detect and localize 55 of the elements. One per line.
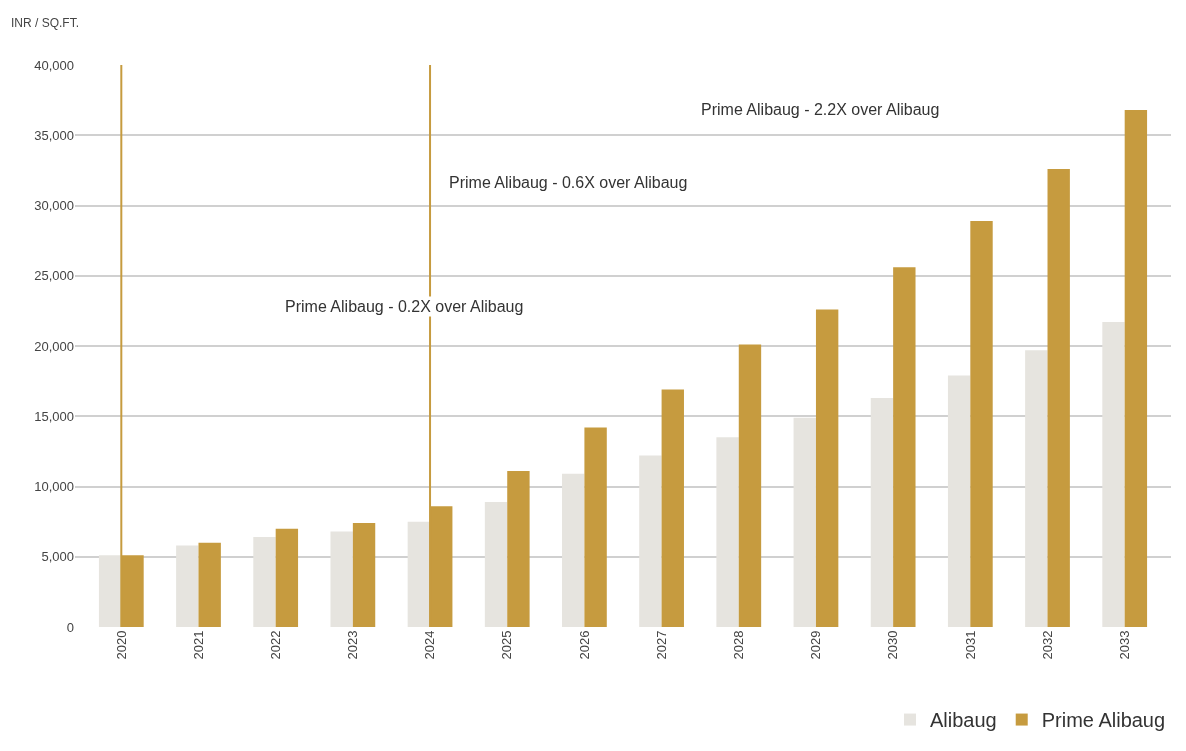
bar [893, 267, 916, 627]
bar [198, 542, 221, 627]
bar [738, 344, 762, 627]
legend-label: Alibaug [930, 709, 997, 732]
y-tick-label: 15,000 [34, 408, 74, 424]
bar [639, 455, 662, 627]
bar [870, 397, 894, 627]
y-tick-label: 40,000 [34, 57, 74, 73]
bar [98, 555, 122, 627]
x-tick-label: 2027 [653, 630, 669, 660]
annotation: Prime Alibaug - 2.2X over Alibaug [701, 101, 940, 118]
y-tick-label: 35,000 [34, 127, 74, 143]
x-tick-label: 2022 [267, 630, 283, 660]
bar [793, 417, 816, 627]
bar [352, 523, 376, 627]
bar [815, 309, 839, 627]
x-tick-label: 2033 [1116, 630, 1132, 660]
bar [484, 501, 508, 627]
x-tick-label: 2030 [885, 630, 901, 660]
bar [253, 537, 276, 627]
x-tick-label: 2020 [113, 630, 129, 660]
bar [661, 389, 684, 627]
x-tick-label: 2029 [808, 630, 824, 660]
y-tick-label: 30,000 [34, 198, 74, 214]
bar [275, 528, 299, 627]
x-tick-label: 2026 [576, 630, 592, 660]
annotation: Prime Alibaug - 0.6X over Alibaug [449, 174, 688, 191]
bar [1025, 350, 1048, 627]
bar [507, 471, 530, 627]
bar [1102, 322, 1125, 627]
bar [947, 375, 971, 627]
legend-label: Prime Alibaug [1041, 709, 1166, 732]
x-tick-label: 2031 [962, 630, 978, 660]
bar [970, 220, 993, 627]
bar [562, 473, 585, 627]
x-tick-label: 2021 [190, 630, 206, 660]
bar [584, 427, 607, 627]
annotation: Prime Alibaug - 0.2X over Alibaug [285, 298, 524, 315]
bar [1047, 168, 1070, 627]
y-tick-label: 25,000 [34, 268, 74, 284]
x-tick-label: 2028 [730, 630, 746, 660]
bar [330, 531, 353, 627]
y-tick-label: 0 [66, 619, 74, 635]
bar [176, 545, 199, 627]
bar [716, 437, 739, 627]
y-axis-title: INR / SQ.FT. [11, 16, 80, 30]
bar [407, 521, 431, 627]
x-tick-label: 2023 [345, 630, 361, 660]
x-tick-label: 2024 [422, 630, 438, 660]
y-tick-label: 10,000 [34, 479, 74, 495]
x-tick-label: 2025 [499, 630, 515, 660]
y-tick-label: 5,000 [41, 549, 74, 565]
bar [1124, 109, 1148, 627]
x-tick-label: 2032 [1039, 630, 1055, 660]
y-tick-label: 20,000 [34, 338, 74, 354]
